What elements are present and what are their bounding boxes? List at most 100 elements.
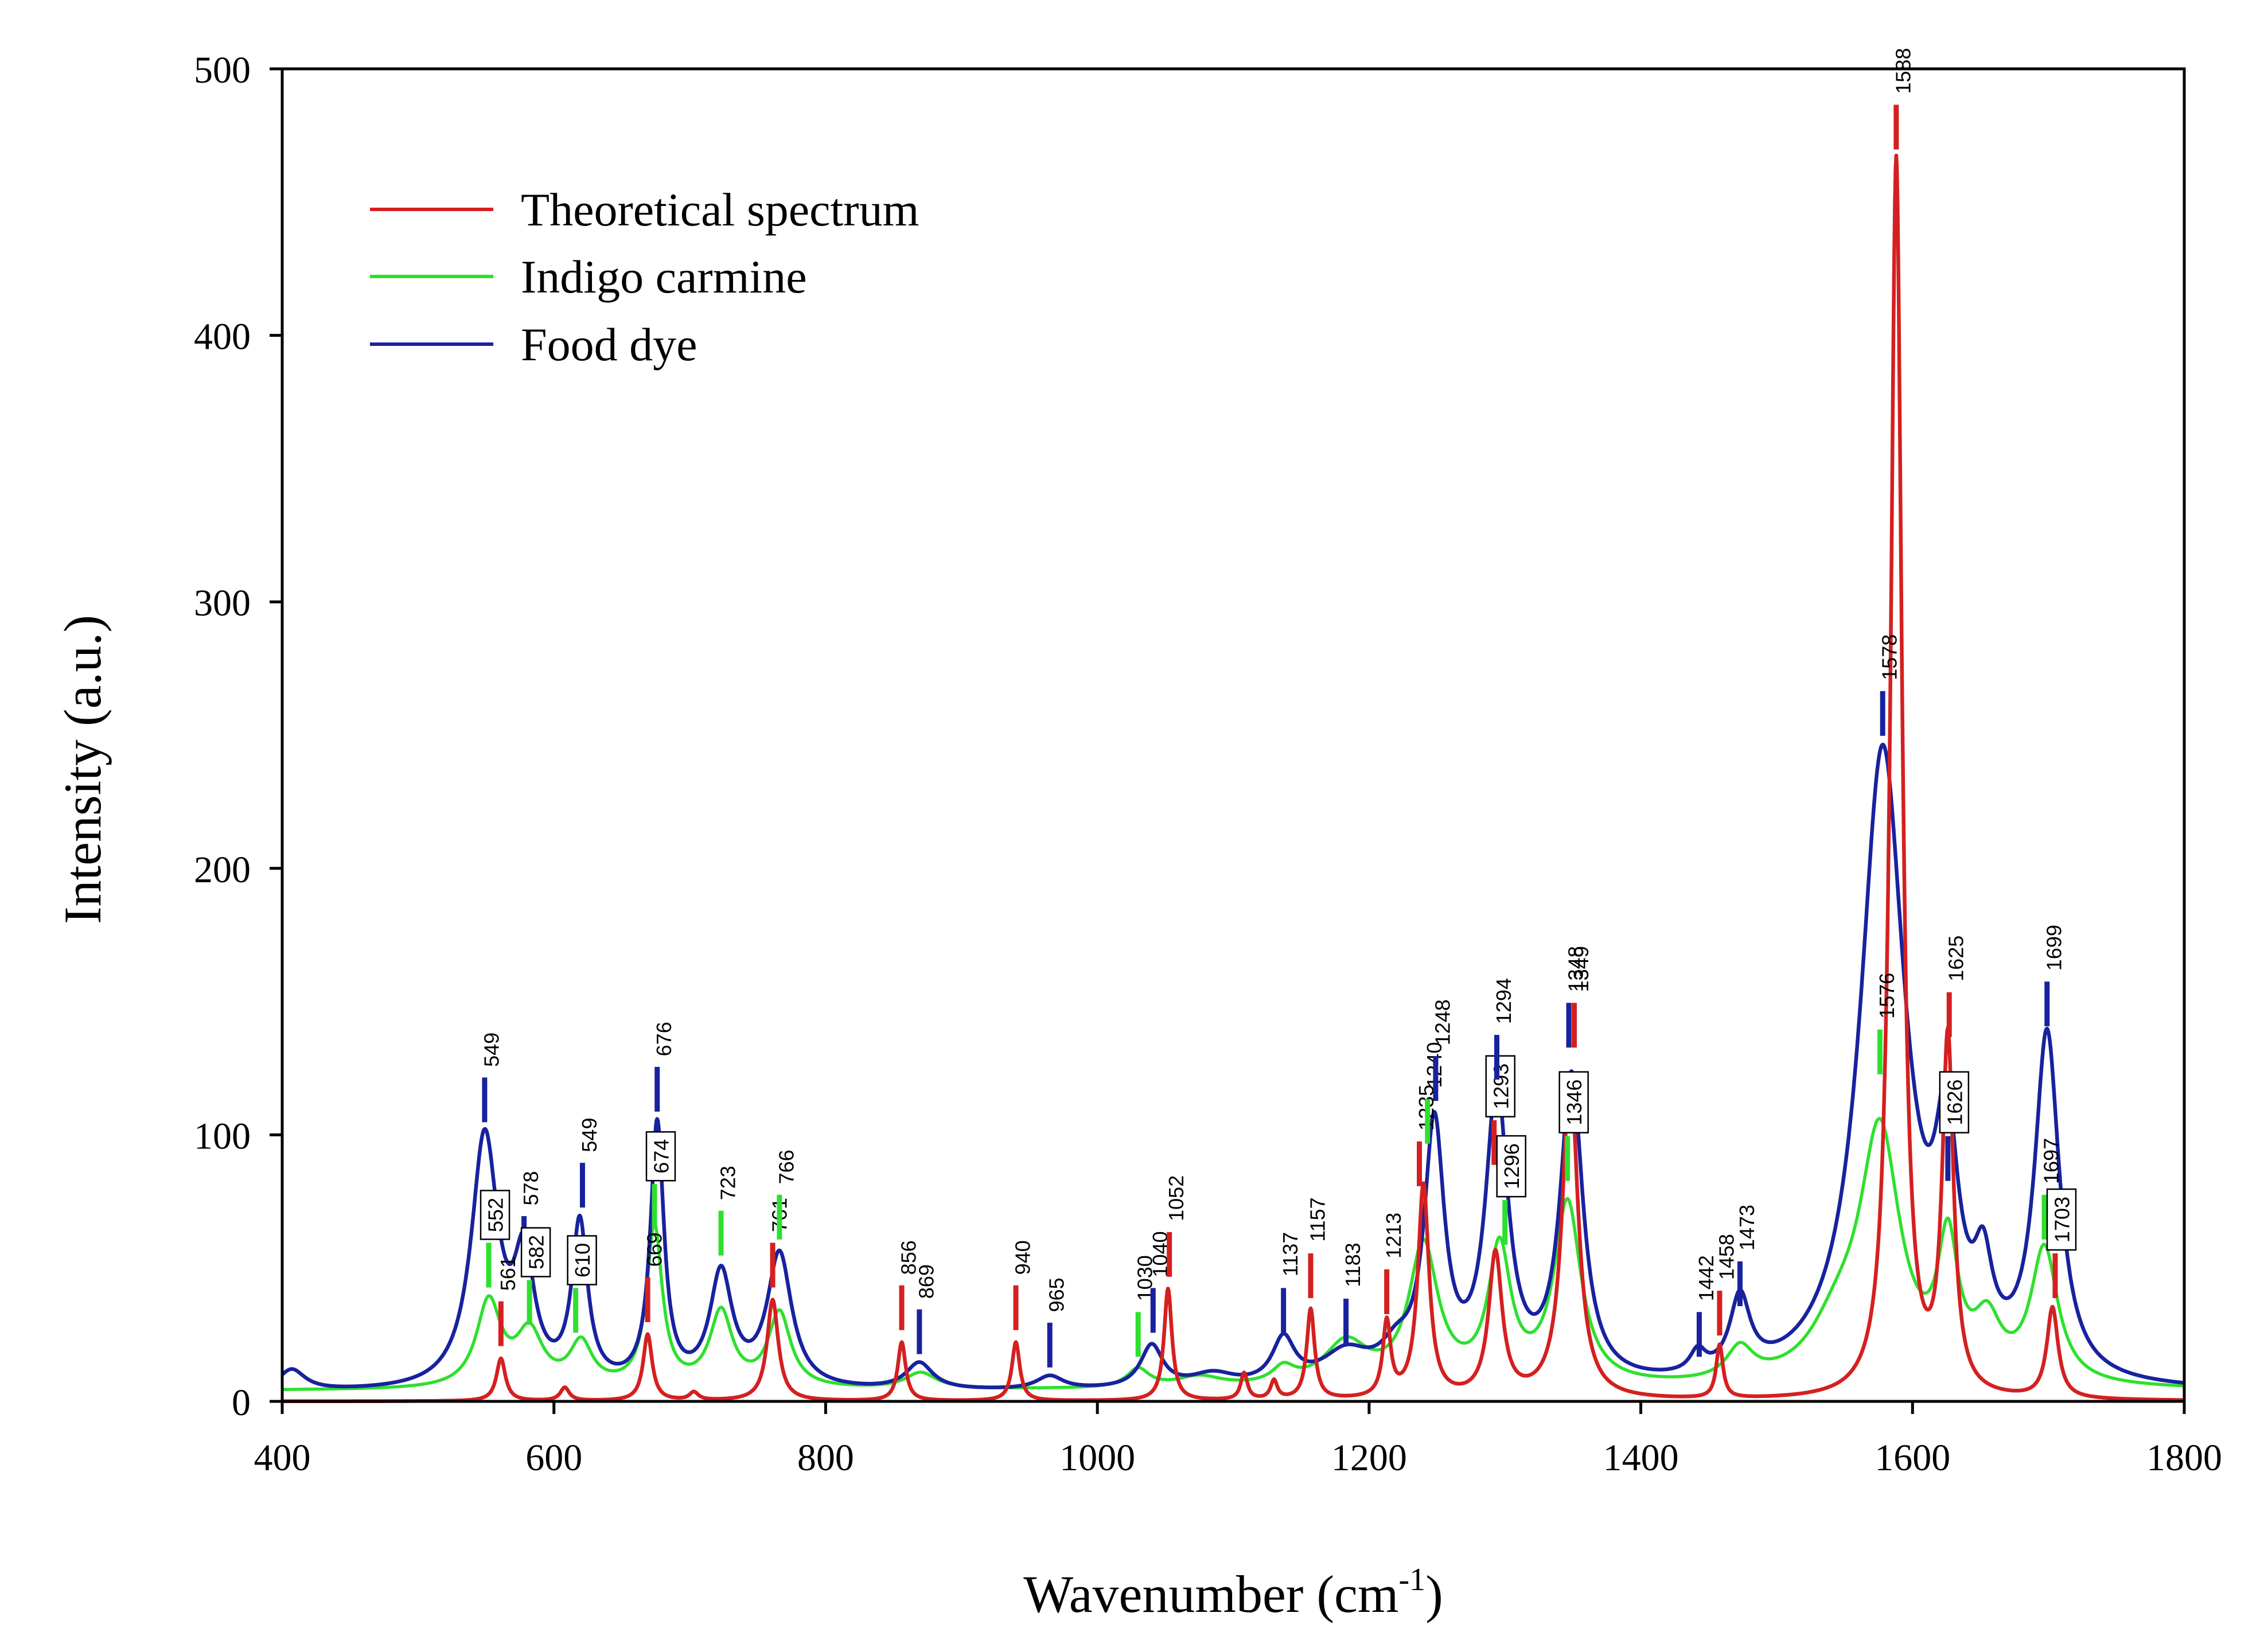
legend-item: Food dye: [370, 318, 697, 371]
series-line-food-dye: [280, 742, 2186, 1389]
x-tick-label: 1400: [1603, 1437, 1679, 1479]
peak-annotation: 1348: [1564, 946, 1588, 1048]
axes: 400 600 800 1000 1200 1400 1600 1800 0 100 200 300 4…: [194, 49, 2222, 1479]
peak-annotation: 723: [716, 1166, 740, 1256]
peak-label: 1458: [1714, 1234, 1738, 1280]
peak-annotation: 1458: [1714, 1234, 1738, 1336]
peak-annotation: 561: [496, 1256, 520, 1346]
legend-label: Theoretical spectrum: [521, 184, 919, 236]
y-tick-label: 500: [194, 49, 251, 91]
series-line-theoretical-spectrum: [280, 153, 2186, 1404]
plot-frame: [280, 67, 2186, 1403]
peak-label: 1296: [1500, 1143, 1523, 1189]
peak-label: 669: [643, 1232, 667, 1267]
peak-label-box: [645, 1131, 676, 1182]
peak-label-box: [1496, 1135, 1526, 1198]
x-axis-title-superscript: -1: [1398, 1562, 1425, 1598]
peak-annotation: 766: [774, 1150, 798, 1240]
peak-label: 766: [774, 1150, 798, 1184]
peak-label: 552: [484, 1198, 508, 1232]
peak-annotation: 669: [643, 1232, 667, 1322]
peak-label-box: [1558, 1071, 1589, 1133]
x-tick-label: 1200: [1331, 1437, 1407, 1479]
series-layer: [280, 153, 2186, 1404]
y-tick-label: 400: [194, 316, 251, 358]
peak-annotation: 1473: [1735, 1205, 1759, 1306]
peak-label: 1052: [1164, 1175, 1188, 1221]
peak-annotation: 856: [897, 1240, 921, 1330]
x-axis-title-end: ): [1425, 1565, 1443, 1623]
peak-label: 1703: [2050, 1197, 2074, 1242]
peak-label: 549: [480, 1033, 503, 1067]
peak-label: 1625: [1944, 936, 1968, 981]
peak-label: 1349: [1569, 946, 1593, 992]
peak-annotation: 940: [1011, 1240, 1035, 1330]
peak-label: 1157: [1306, 1197, 1330, 1241]
legend-item: Theoretical spectrum: [370, 184, 919, 236]
peak-annotation: 869: [914, 1264, 938, 1354]
peak-label: 1576: [1875, 973, 1899, 1019]
peak-annotation: 1183: [1341, 1242, 1365, 1344]
peak-annotation: 1442: [1694, 1255, 1718, 1357]
peak-annotation: 1296: [1496, 1135, 1526, 1245]
peak-annotation: 610: [567, 1235, 597, 1333]
y-axis-title: Intensity (a.u.): [53, 615, 112, 924]
x-tick-label: 1600: [1875, 1437, 1950, 1479]
peak-label: 1588: [1891, 48, 1915, 94]
peak-label: 723: [716, 1166, 740, 1200]
peak-label-box: [2046, 1188, 2077, 1251]
peak-label: 561: [496, 1256, 520, 1291]
peak-annotation: 1703: [2046, 1188, 2077, 1299]
peak-annotation: 1697: [2040, 1138, 2063, 1240]
peak-label: 1248: [1431, 999, 1454, 1045]
peak-annotation: 1699: [2042, 925, 2066, 1027]
peak-label: 1626: [1943, 1080, 1966, 1125]
peak-annotation: 582: [520, 1227, 551, 1325]
y-tick-label: 0: [232, 1382, 251, 1424]
y-tick-label: 200: [194, 849, 251, 891]
peak-label: 1346: [1562, 1080, 1586, 1125]
x-axis-title-main: Wavenumber (cm: [1023, 1565, 1398, 1623]
y-tick-label: 300: [194, 582, 251, 624]
peak-label: 1442: [1694, 1255, 1718, 1301]
peak-label: 1348: [1564, 946, 1588, 992]
peak-label: 965: [1045, 1277, 1069, 1312]
peak-annotation: 1293: [1485, 1055, 1516, 1165]
peak-label: 940: [1011, 1240, 1035, 1275]
peak-annotation: 1349: [1569, 946, 1593, 1048]
peak-label: 1137: [1279, 1232, 1302, 1276]
legend-label: Indigo carmine: [521, 251, 807, 303]
peak-label: 549: [578, 1118, 601, 1152]
peak-label-box: [1939, 1071, 1970, 1133]
peak-annotation: 549: [578, 1118, 601, 1208]
peak-label: 578: [519, 1171, 543, 1205]
x-tick-label: 400: [254, 1437, 311, 1479]
peak-label: 1473: [1735, 1205, 1759, 1251]
peak-annotation: 1248: [1431, 999, 1454, 1101]
peak-label-box: [520, 1227, 551, 1277]
x-tick-label: 1000: [1059, 1437, 1135, 1479]
peak-label: 1697: [2040, 1138, 2063, 1184]
peak-annotation: 1157: [1306, 1197, 1330, 1299]
peak-label: 869: [914, 1264, 938, 1299]
y-tick-label: 100: [194, 1115, 251, 1157]
peak-annotation: 552: [480, 1190, 511, 1288]
peak-annotation: 965: [1045, 1277, 1069, 1368]
peak-label: 1213: [1382, 1213, 1405, 1259]
peak-label: 582: [525, 1235, 548, 1269]
peak-annotations: 5495525615785825496106696746767237617668…: [480, 48, 2077, 1368]
peak-annotation: 674: [645, 1131, 676, 1229]
x-axis-title: Wavenumber (cm-1): [1023, 1562, 1443, 1623]
peak-label-box: [1485, 1055, 1516, 1117]
x-tick-label: 800: [797, 1437, 854, 1479]
peak-label-box: [567, 1235, 597, 1285]
peak-label: 856: [897, 1240, 921, 1275]
peak-annotation: 1578: [1878, 634, 1901, 736]
series-line-indigo-carmine: [281, 1117, 2185, 1392]
legend-item: Indigo carmine: [370, 251, 807, 303]
peak-annotation: 1052: [1164, 1175, 1188, 1277]
peak-annotation: 1626: [1939, 1071, 1970, 1181]
peak-label: 1183: [1341, 1242, 1365, 1287]
peak-label: 1294: [1492, 978, 1515, 1024]
peak-annotation: 1346: [1558, 1071, 1589, 1181]
